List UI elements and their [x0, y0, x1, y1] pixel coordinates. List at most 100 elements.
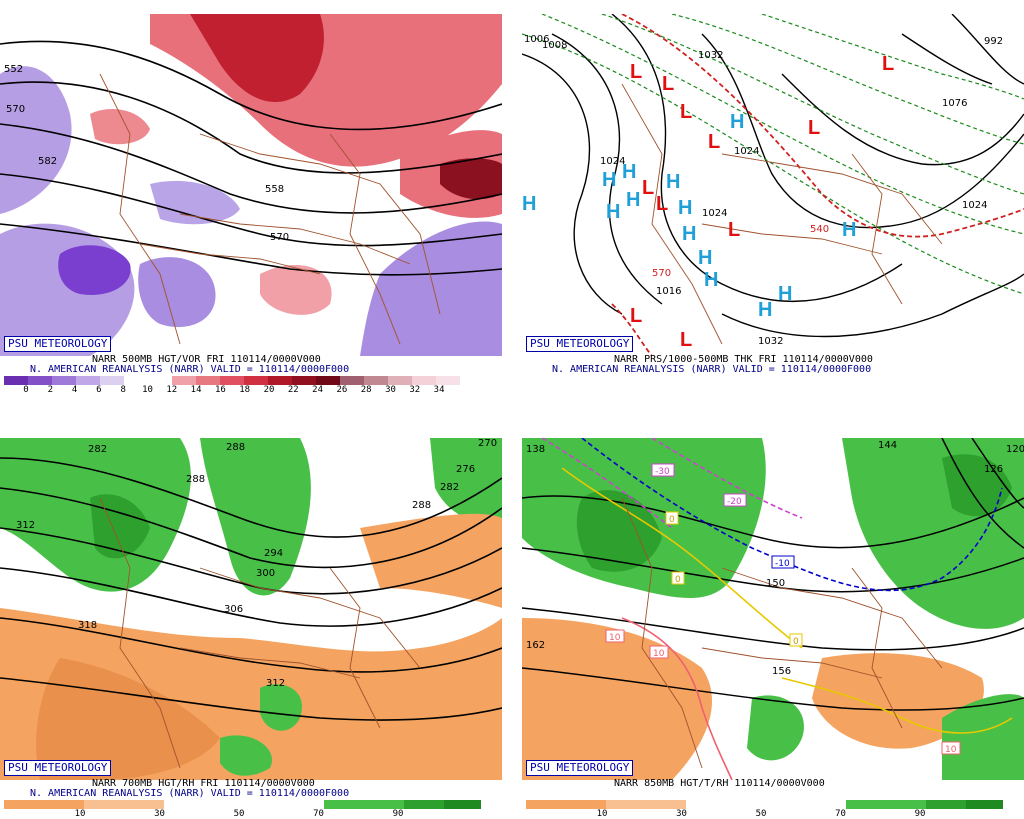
- high-marker: H: [602, 169, 616, 191]
- panel-sea-level-pressure: L L L L L L L L L H H H H H H H H H H H: [522, 0, 1024, 395]
- low-marker: L: [708, 131, 720, 153]
- map-700mb: 282 288 288 294 300 306 312 318 312 270 …: [0, 438, 502, 780]
- contour-label: 552: [4, 64, 23, 75]
- panel-500mb-vorticity: 552 570 582 558 570 PSU METEOROLOGY NARR…: [0, 0, 502, 395]
- contour-label: 282: [440, 482, 459, 493]
- map-subtitle: N. AMERICAN REANALYSIS (NARR) VALID = 11…: [552, 364, 872, 375]
- colorbar-tick-label: 4: [71, 385, 78, 395]
- contour-label: 294: [264, 548, 283, 559]
- isotherm-label: -20: [727, 497, 742, 507]
- map-500mb: 552 570 582 558 570: [0, 14, 502, 356]
- high-marker: H: [704, 269, 718, 291]
- low-marker: L: [662, 73, 674, 95]
- contour-label: 306: [224, 604, 243, 615]
- colorbar-tick-label: 28: [360, 385, 372, 395]
- contour-label: 270: [478, 438, 497, 449]
- high-marker: H: [606, 201, 620, 223]
- thickness-label: 540: [810, 224, 829, 235]
- isobar-label: 1032: [758, 336, 783, 347]
- colorbar-tick-label: 8: [120, 385, 126, 395]
- isobar-label: 1024: [734, 146, 759, 157]
- colorbar-tick-label: 30: [154, 809, 165, 819]
- map-850mb: 138 144 126 120 150 156 162 -30 -20 -10 …: [522, 438, 1024, 780]
- colorbar-ticks: 10 30 50 70 90: [522, 809, 1024, 819]
- high-marker: H: [698, 247, 712, 269]
- contour-label: 144: [878, 440, 897, 451]
- colorbar-tick-label: 30: [385, 385, 396, 395]
- isobar-label: 1016: [656, 286, 681, 297]
- map-title: NARR 850MB HGT/T/RH 110114/0000V000: [614, 778, 825, 789]
- contour-label: 288: [226, 442, 245, 453]
- panel-700mb-rh: 282 288 288 294 300 306 312 318 312 270 …: [0, 424, 502, 819]
- colorbar-tick-label: 0: [23, 385, 29, 395]
- high-marker: H: [778, 283, 792, 305]
- high-marker: H: [682, 223, 696, 245]
- psu-logo: PSU METEOROLOGY: [4, 760, 112, 776]
- contour-label: 282: [88, 444, 107, 455]
- psu-logo: PSU METEOROLOGY: [526, 336, 634, 352]
- contour-label: 300: [256, 568, 275, 579]
- isobar-label: 1032: [698, 50, 723, 61]
- high-marker: H: [678, 197, 692, 219]
- colorbar-tick-label: 30: [676, 809, 687, 819]
- high-marker: H: [758, 299, 772, 321]
- psu-logo: PSU METEOROLOGY: [4, 336, 112, 352]
- colorbar-tick-label: 14: [190, 385, 202, 395]
- colorbar-tick-label: 90: [914, 809, 926, 819]
- psu-logo: PSU METEOROLOGY: [526, 760, 634, 776]
- colorbar-tick-label: 34: [433, 385, 445, 395]
- low-marker: L: [808, 117, 820, 139]
- isobar-label: 1024: [702, 208, 727, 219]
- low-marker: L: [680, 101, 692, 123]
- colorbar-tick-label: 32: [409, 385, 421, 395]
- map-title: NARR 500MB HGT/VOR FRI 110114/0000V000: [92, 354, 321, 365]
- contour-label: 558: [265, 184, 284, 195]
- colorbar-tick-label: 22: [287, 385, 299, 395]
- low-marker: L: [642, 177, 654, 199]
- contour-label: 162: [526, 640, 545, 651]
- low-marker: L: [882, 53, 894, 75]
- contour-label: 120: [1006, 444, 1024, 455]
- colorbar-tick-label: 6: [96, 385, 102, 395]
- colorbar-tick-label: 20: [263, 385, 275, 395]
- contour-label: 288: [186, 474, 205, 485]
- isobar-label: 992: [984, 36, 1003, 47]
- isobar-label: 1006: [524, 34, 549, 45]
- contour-label: 318: [78, 620, 97, 631]
- isotherm-label: -10: [775, 559, 790, 569]
- high-marker: H: [622, 161, 636, 183]
- isobar-label: 1024: [962, 200, 987, 211]
- isotherm-label: 0: [793, 637, 799, 647]
- colorbar: [4, 376, 460, 385]
- colorbar-tick-label: 50: [755, 809, 767, 819]
- map-title: NARR PRS/1000-500MB THK FRI 110114/0000V…: [614, 354, 873, 365]
- colorbar-tick-label: 24: [312, 385, 324, 395]
- colorbar-tick-label: 12: [166, 385, 178, 395]
- low-marker: L: [630, 61, 642, 83]
- panel-850mb-temp-rh: 138 144 126 120 150 156 162 -30 -20 -10 …: [522, 424, 1024, 819]
- colorbar-tick-label: 2: [47, 385, 54, 395]
- isobar-label: 1008: [542, 40, 567, 51]
- contour-label: 150: [766, 578, 785, 589]
- low-marker: L: [630, 305, 642, 327]
- colorbar-tick-label: 90: [392, 809, 404, 819]
- high-marker: H: [730, 111, 744, 133]
- contour-label: 126: [984, 464, 1003, 475]
- isotherm-label: 10: [609, 633, 621, 643]
- low-marker: L: [728, 219, 740, 241]
- low-marker: L: [656, 193, 668, 215]
- colorbar-tick-label: 16: [214, 385, 226, 395]
- colorbar-ticks: 0 2 4 6 8 10 12 14 16 18 20 22 24 26 28 30 32 34: [0, 385, 502, 395]
- colorbar-tick-label: 50: [233, 809, 245, 819]
- map-subtitle: N. AMERICAN REANALYSIS (NARR) VALID = 11…: [30, 788, 350, 799]
- contour-label: 582: [38, 156, 57, 167]
- colorbar: [526, 800, 1003, 809]
- contour-label: 138: [526, 444, 545, 455]
- colorbar-tick-label: 18: [239, 385, 251, 395]
- colorbar-tick-label: 10: [596, 809, 608, 819]
- high-marker: H: [842, 219, 856, 241]
- colorbar-tick-label: 26: [336, 385, 348, 395]
- map-pressure-thickness: L L L L L L L L L H H H H H H H H H H H: [522, 14, 1024, 356]
- contour-label: 312: [266, 678, 285, 689]
- contour-label: 570: [6, 104, 25, 115]
